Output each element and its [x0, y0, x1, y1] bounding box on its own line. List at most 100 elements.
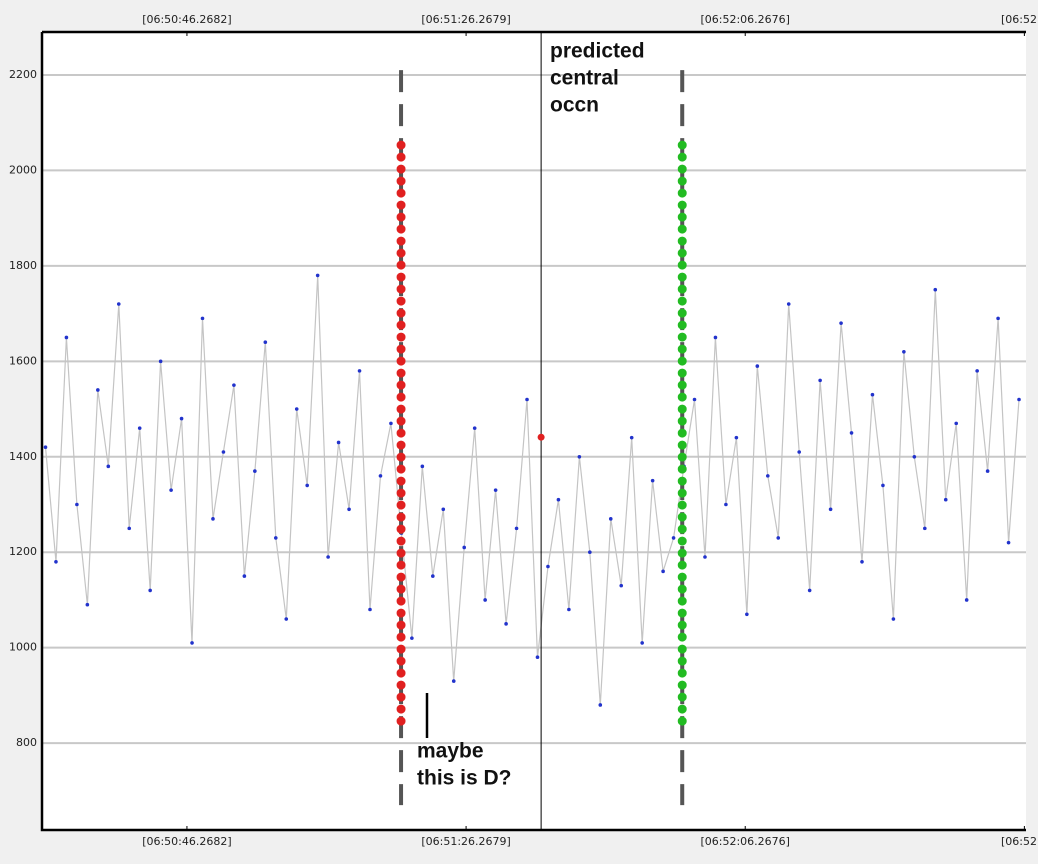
- data-point: [410, 636, 414, 640]
- data-point: [273, 536, 278, 540]
- data-point: [849, 431, 854, 435]
- data-point: [179, 416, 184, 421]
- data-point: [43, 445, 48, 450]
- y-tick-label: 800: [16, 736, 37, 749]
- grid: [42, 73, 1026, 745]
- x-tick-label-top: [06:52:4: [1001, 13, 1038, 26]
- frame: [40, 30, 1026, 832]
- data-point: [661, 569, 665, 574]
- data-point: [504, 622, 508, 626]
- data-point: [85, 602, 90, 607]
- data-point: [106, 464, 111, 469]
- data-point: [158, 359, 163, 364]
- y-tick-label: 2000: [9, 163, 37, 176]
- data-point: [483, 598, 487, 602]
- data-point: [305, 483, 309, 488]
- annotation: central: [550, 67, 619, 90]
- data-point: [535, 655, 540, 660]
- data-point: [828, 507, 833, 512]
- y-tick-label: 1000: [9, 641, 37, 654]
- y-tick-label: 1200: [9, 545, 37, 558]
- data-point: [420, 464, 425, 469]
- data-point: [200, 316, 205, 321]
- data-point: [703, 555, 707, 559]
- data-point: [514, 526, 519, 531]
- data-point: [389, 421, 393, 426]
- overlays: [396, 32, 687, 830]
- data-point: [996, 316, 1000, 321]
- data-point: [588, 550, 592, 555]
- data-point: [137, 426, 142, 430]
- data-point: [745, 612, 749, 617]
- data-point: [629, 435, 634, 440]
- y-tick-label: 2200: [9, 68, 37, 81]
- y-tick-label: 1600: [9, 354, 37, 367]
- data-point: [64, 335, 69, 340]
- data-point: [797, 450, 801, 454]
- y-tick-label: 1800: [9, 259, 37, 272]
- data-point: [870, 392, 875, 397]
- data-point: [253, 469, 257, 473]
- data-point: [75, 502, 79, 507]
- data-point: [818, 378, 822, 383]
- data-point: [190, 641, 194, 645]
- data-point: [232, 383, 236, 387]
- data-point: [525, 397, 529, 402]
- data-point: [755, 364, 760, 368]
- data-point: [975, 369, 979, 373]
- data-point: [242, 574, 247, 578]
- data-point: [169, 488, 173, 492]
- data-point: [985, 469, 990, 473]
- data-point: [933, 287, 938, 292]
- plot-area: [42, 32, 1026, 830]
- data-point: [441, 507, 446, 512]
- data-point: [671, 536, 676, 540]
- x-tick-label-bottom: [06:51:26.2679]: [421, 835, 510, 848]
- data-point: [263, 340, 268, 345]
- data-point: [546, 564, 550, 569]
- data-point: [608, 517, 613, 521]
- data-point: [148, 588, 152, 593]
- data-point: [577, 454, 582, 459]
- data-point: [765, 474, 770, 478]
- data-point: [902, 349, 906, 354]
- data-point: [431, 574, 435, 578]
- annotation: this is D?: [417, 767, 512, 790]
- x-tick-label-bottom: [06:50:46.2682]: [142, 835, 231, 848]
- data-point: [368, 607, 372, 612]
- data-point: [127, 526, 132, 531]
- data-point: [493, 488, 498, 492]
- data-point: [807, 588, 812, 593]
- data-point: [786, 302, 791, 306]
- x-tick-label-bottom: [06:52:06.2676]: [700, 835, 789, 848]
- data-point: [116, 302, 121, 306]
- annotation: predicted: [550, 40, 645, 63]
- data-point: [336, 440, 341, 445]
- data-point: [598, 703, 603, 707]
- data-point: [326, 555, 330, 559]
- annotation: maybe: [417, 740, 484, 763]
- data-point: [640, 641, 644, 645]
- highlight-point: [537, 433, 545, 441]
- annotation: occn: [550, 94, 599, 117]
- data-point: [54, 559, 58, 564]
- data-point: [211, 517, 215, 521]
- data-point: [378, 474, 383, 478]
- data-point: [881, 483, 885, 488]
- data-point: [724, 502, 728, 507]
- data-point: [221, 450, 226, 454]
- data-point: [964, 598, 969, 602]
- data-point: [860, 559, 864, 564]
- x-tick-label-top: [06:51:26.2679]: [421, 13, 510, 26]
- data-point: [912, 454, 917, 459]
- data-point: [96, 388, 100, 392]
- data-point: [713, 335, 718, 340]
- data-point: [451, 679, 456, 683]
- data-point: [462, 545, 467, 550]
- data-point: [839, 321, 843, 325]
- data-point: [357, 369, 362, 373]
- data-point: [891, 617, 896, 621]
- data-point: [284, 617, 289, 621]
- data-point: [315, 273, 320, 278]
- data-point: [1017, 397, 1021, 402]
